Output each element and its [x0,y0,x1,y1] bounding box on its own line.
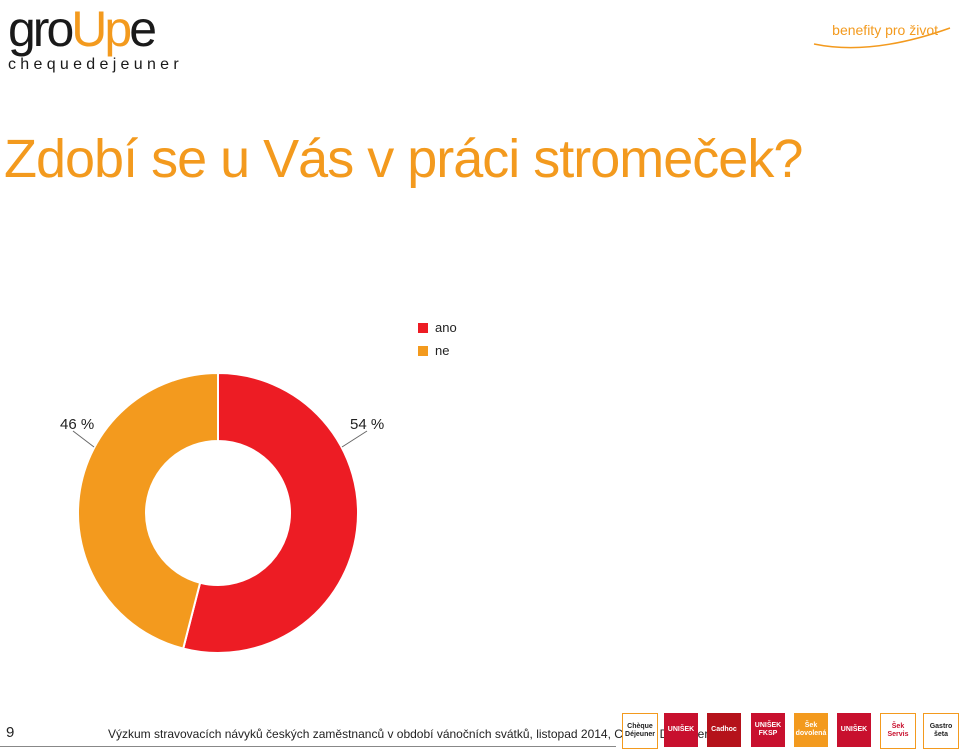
brand-logo: Gastro šeta [923,713,959,749]
logo-part-a: gro [8,1,74,57]
logo-wordmark: groUpe [8,4,183,54]
brand-logo: UNIŠEK [664,713,698,747]
label-leader-line [341,430,368,448]
data-label-ne: 46 % [60,416,94,433]
legend-label: ne [435,343,450,358]
donut-chart: 54 % 46 % [60,371,384,654]
logo-part-c: e [129,1,157,57]
brand-logo: Šek Servis [880,713,916,749]
source-note: Výzkum stravovacích návyků českých zaměs… [108,727,709,741]
legend-item-ano: ano [418,316,457,339]
page-title: Zdobí se u Vás v práci stromeček? [4,129,803,189]
brand-logo: Chèque Déjeuner [622,713,658,749]
donut-slice-ne [77,371,219,650]
brand-logo: Cadhoc [707,713,741,747]
tagline-swoosh-icon [813,27,951,49]
brand-logo: UNIŠEK [837,713,871,747]
brand-logo: UNIŠEK FKSP [751,713,785,747]
logo-subtitle: chequedejeuner [8,56,183,73]
legend-swatch [418,345,428,356]
tagline: benefity pro život [832,22,938,38]
legend-item-ne: ne [418,339,457,362]
label-leader-line [72,430,95,448]
legend-label: ano [435,320,457,335]
donut-slice-ano [181,371,359,654]
brand-logo: Šek dovolená [794,713,828,747]
data-label-ano: 54 % [350,416,384,433]
groupe-logo: groUpe chequedejeuner [8,4,183,74]
page-number: 9 [6,724,15,741]
chart-legend: ano ne [418,316,457,362]
footer-divider [0,746,616,747]
legend-swatch [418,322,428,333]
logo-part-up: Up [71,1,132,57]
